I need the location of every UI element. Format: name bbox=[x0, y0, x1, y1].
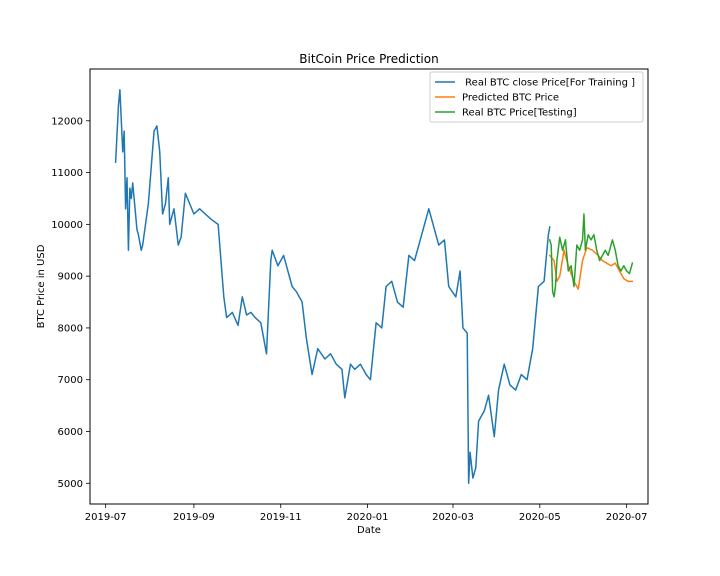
legend-entry-1: Predicted BTC Price bbox=[462, 93, 559, 104]
y-tick-label: 12000 bbox=[51, 116, 83, 127]
x-tick-label: 2020-03 bbox=[432, 512, 474, 523]
plot-frame bbox=[89, 68, 649, 505]
y-axis-label: BTC Price in USD bbox=[36, 244, 47, 328]
x-tick-label: 2020-05 bbox=[519, 512, 561, 523]
y-tick-label: 7000 bbox=[58, 375, 83, 386]
legend: Real BTC close Price[For Training ] Predi… bbox=[429, 71, 644, 123]
y-tick-label: 9000 bbox=[58, 272, 83, 283]
series-layer bbox=[114, 88, 634, 485]
legend-box bbox=[429, 71, 644, 123]
series-line-2 bbox=[548, 213, 634, 298]
x-axis-label: Date bbox=[357, 525, 381, 536]
chart-title: BitCoin Price Prediction bbox=[299, 52, 438, 66]
y-tick-label: 10000 bbox=[51, 220, 83, 231]
y-tick-label: 6000 bbox=[58, 427, 83, 438]
x-tick-label: 2019-09 bbox=[173, 512, 215, 523]
y-tick-label: 8000 bbox=[58, 323, 83, 334]
x-tick-label: 2019-07 bbox=[85, 512, 127, 523]
y-axis: 5000 6000 7000 8000 9000 10000 11000 12000 bbox=[51, 116, 90, 490]
legend-entry-0: Real BTC close Price[For Training ] bbox=[462, 78, 635, 89]
x-tick-label: 2019-11 bbox=[260, 512, 302, 523]
x-tick-label: 2020-01 bbox=[347, 512, 389, 523]
series-line-1 bbox=[548, 246, 634, 290]
y-tick-label: 5000 bbox=[58, 479, 83, 490]
legend-entry-2: Real BTC Price[Testing] bbox=[462, 108, 577, 119]
x-tick-label: 2020-07 bbox=[606, 512, 648, 523]
x-axis: 2019-07 2019-09 2019-11 2020-01 2020-03 2020-… bbox=[85, 504, 648, 523]
y-tick-label: 11000 bbox=[51, 168, 83, 179]
series-line-0 bbox=[114, 88, 551, 485]
